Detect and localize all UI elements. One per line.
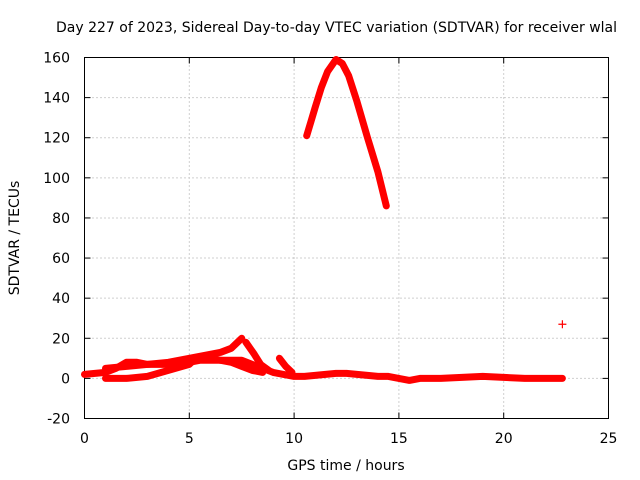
- y-axis-label: SDTVAR / TECUs: [7, 181, 23, 296]
- y-tick-label: 80: [52, 211, 70, 227]
- x-tick-label: 0: [80, 431, 89, 447]
- series-spike-8: [242, 338, 273, 374]
- y-tick-label: 140: [43, 91, 70, 107]
- ticks: 0 5 10 15 20 25 -20 0 20 40 60 80 100 120 140 160: [43, 51, 617, 448]
- y-tick-label: -20: [47, 412, 70, 428]
- x-axis-label: GPS time / hours: [287, 458, 404, 474]
- x-tick-label: 5: [185, 431, 194, 447]
- series-arc: [303, 56, 390, 210]
- chart-title: Day 227 of 2023, Sidereal Day-to-day VTE…: [56, 20, 617, 36]
- x-tick-label: 10: [285, 431, 303, 447]
- x-tick-label: 15: [390, 431, 408, 447]
- plot-frame: [84, 57, 609, 419]
- y-tick-label: 160: [43, 51, 70, 67]
- x-tick-label: 20: [495, 431, 513, 447]
- series-diagonal: [102, 334, 246, 372]
- y-tick-label: 100: [43, 171, 70, 187]
- y-tick-label: 120: [43, 131, 70, 147]
- y-tick-label: 20: [52, 331, 70, 347]
- y-tick-label: 40: [52, 291, 70, 307]
- y-tick-label: 60: [52, 251, 70, 267]
- series-layer: [81, 56, 567, 384]
- x-tick-label: 25: [600, 431, 618, 447]
- y-tick-label: 0: [61, 371, 70, 387]
- series-spike-9.5: [275, 354, 296, 376]
- outlier-point: [558, 320, 567, 329]
